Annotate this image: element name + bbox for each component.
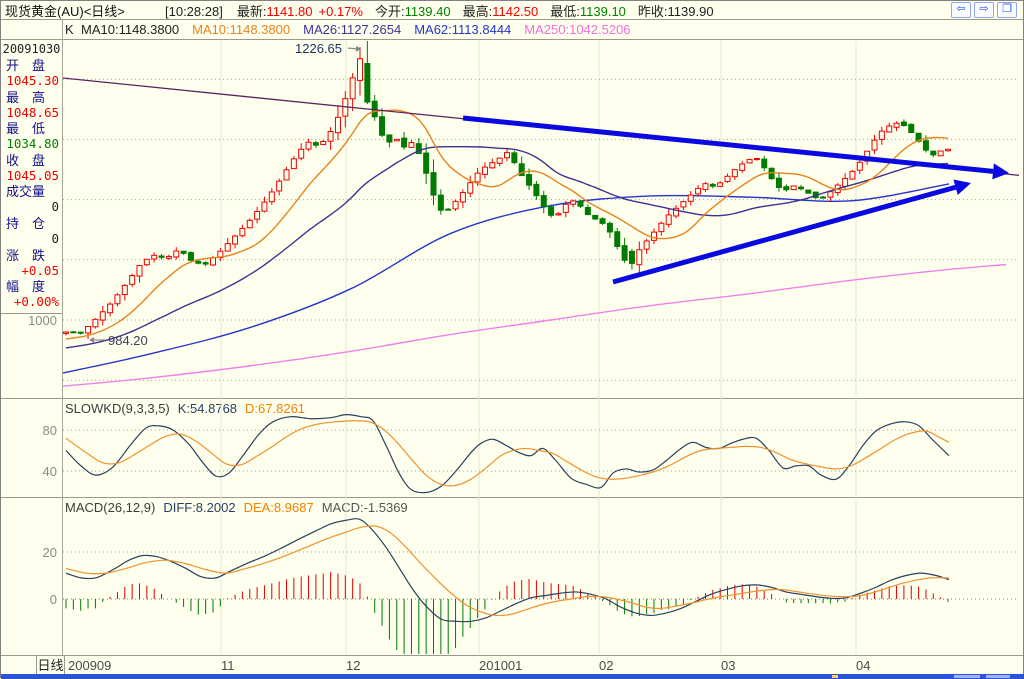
sidebar-field-label: 幅 度 [6, 279, 46, 295]
quote-fields: [10:28:28] 最新:1141.80 +0.17% 今开:1139.40 最高:1… [165, 1, 714, 20]
indicator-bar-separator [1, 39, 1023, 40]
open-label: 今开: [374, 3, 405, 19]
macd-indicator-label: MACD(26,12,9) DIFF:8.2002 DEA:8.9687 MACD:-… [65, 500, 408, 515]
forward-button[interactable]: ⇨ [974, 2, 994, 18]
svg-text:12: 12 [346, 658, 360, 673]
background-window-edge [1, 674, 1024, 679]
svg-text:984.20: 984.20 [108, 333, 148, 348]
last-label: 最新: [236, 3, 267, 19]
svg-text:80: 80 [43, 423, 57, 438]
back-button[interactable]: ⇦ [951, 2, 971, 18]
sidebar-field-label: 持 仓 [6, 215, 46, 231]
title-bar: 现货黄金(AU)<日线> [10:28:28] 最新:1141.80 +0.17% 今… [1, 1, 1023, 19]
ma250-value: MA250:1042.5206 [524, 22, 631, 37]
sidebar-field: 持 仓 0 [1, 216, 62, 248]
svg-text:04: 04 [856, 658, 870, 673]
sidebar-field-value: 1045.05 [6, 167, 59, 183]
gutter-divider [62, 20, 63, 655]
sidebar-field: 最 低 1034.80 [1, 121, 62, 153]
selected-date: 20091030 [2, 42, 61, 56]
change-percent: +0.17% [318, 3, 363, 19]
background-window-button [986, 675, 1010, 678]
sidebar-field-label: 最 低 [6, 121, 46, 137]
prevclose-value: 1139.90 [667, 3, 714, 19]
sidebar-field: 开 盘 1045.30 [1, 58, 62, 90]
open-value: 1139.40 [404, 3, 451, 19]
background-window-dot [832, 675, 838, 678]
sidebar-field-value: 1034.80 [6, 136, 59, 152]
svg-text:11: 11 [221, 658, 235, 673]
tile-windows-button[interactable]: ❐ [997, 2, 1017, 18]
ma-values: MA10:1148.3800 MA10:1148.3800 MA26:1127.26… [81, 20, 644, 39]
sidebar-field: 幅 度 +0.00% [1, 279, 62, 311]
sidebar-field-value: 0 [51, 199, 59, 215]
sidebar-field: 成交量 0 [1, 184, 62, 216]
low-value: 1139.10 [579, 3, 626, 19]
background-window-button [954, 675, 980, 678]
prevclose-label: 昨收: [637, 3, 668, 19]
svg-text:200909: 200909 [68, 658, 111, 673]
low-label: 最低: [550, 3, 580, 19]
sidebar-field-label: 最 高 [6, 89, 46, 105]
axis-separator [1, 655, 1023, 656]
sidebar-field-value: +0.05 [21, 262, 59, 278]
sidebar-field: 收 盘 1045.05 [1, 153, 62, 185]
sidebar-field-value: 1048.65 [6, 104, 59, 120]
sidebar-field: 涨 跌 +0.05 [1, 248, 62, 280]
titlebar-separator [1, 19, 1023, 20]
kd-macd-separator [1, 497, 1023, 498]
sidebar-field-label: 收 盘 [6, 152, 46, 168]
main-kd-separator [1, 398, 1023, 399]
svg-text:1000: 1000 [28, 313, 57, 328]
svg-text:40: 40 [43, 464, 57, 479]
quote-time: [10:28:28] [165, 3, 223, 19]
period-selector[interactable]: 日线 [36, 656, 65, 675]
kd-k-value: K:54.8768 [177, 401, 238, 416]
k-chart-tab[interactable]: K [65, 22, 74, 37]
sidebar-separator [1, 313, 62, 314]
macd-name: MACD(26,12,9) [65, 500, 156, 515]
sidebar-field-label: 成交量 [6, 184, 46, 200]
macd-hist-value: MACD:-1.5369 [321, 500, 408, 515]
last-value: 1141.80 [266, 3, 313, 19]
svg-text:03: 03 [721, 658, 735, 673]
sidebar-field-value: 1045.30 [6, 73, 59, 88]
ma10-black-value: MA10:1148.3800 [81, 22, 180, 37]
kd-name: SLOWKD(9,3,3,5) [65, 401, 170, 416]
kd-d-value: D:67.8261 [245, 401, 306, 416]
high-label: 最高: [462, 3, 493, 19]
ma26-value: MA26:1127.2654 [303, 22, 402, 37]
kd-indicator-label: SLOWKD(9,3,3,5) K:54.8768 D:67.8261 [65, 401, 305, 416]
svg-text:20: 20 [43, 545, 57, 560]
svg-text:0: 0 [50, 592, 57, 607]
svg-text:201001: 201001 [479, 658, 522, 673]
high-value: 1142.50 [492, 3, 539, 19]
instrument-title: 现货黄金(AU)<日线> [5, 3, 125, 19]
ma62-value: MA62:1113.8444 [414, 22, 512, 37]
svg-text:1226.65: 1226.65 [295, 41, 342, 56]
sidebar-field-label: 涨 跌 [6, 247, 46, 263]
indicator-bar: K MA10:1148.3800 MA10:1148.3800 MA26:1127.… [1, 20, 1023, 39]
sidebar-field-value: 0 [51, 230, 59, 246]
sidebar-field-value: +0.00% [13, 294, 59, 310]
nav-buttons: ⇦ ⇨ ❐ [951, 2, 1017, 18]
quote-sidebar: 20091030 开 盘 1045.30 最 高 1048.65 最 低 1034.80 收… [1, 41, 62, 311]
sidebar-field-label: 开 盘 [6, 58, 46, 73]
macd-dea-value: DEA:8.9687 [243, 500, 314, 515]
ma10-value: MA10:1148.3800 [192, 22, 291, 37]
svg-text:02: 02 [599, 658, 613, 673]
macd-diff-value: DIFF:8.2002 [163, 500, 236, 515]
quote-rows: 开 盘 1045.30 最 高 1048.65 最 低 1034.80 收 盘 1045.05… [1, 58, 62, 311]
sidebar-field: 最 高 1048.65 [1, 90, 62, 122]
